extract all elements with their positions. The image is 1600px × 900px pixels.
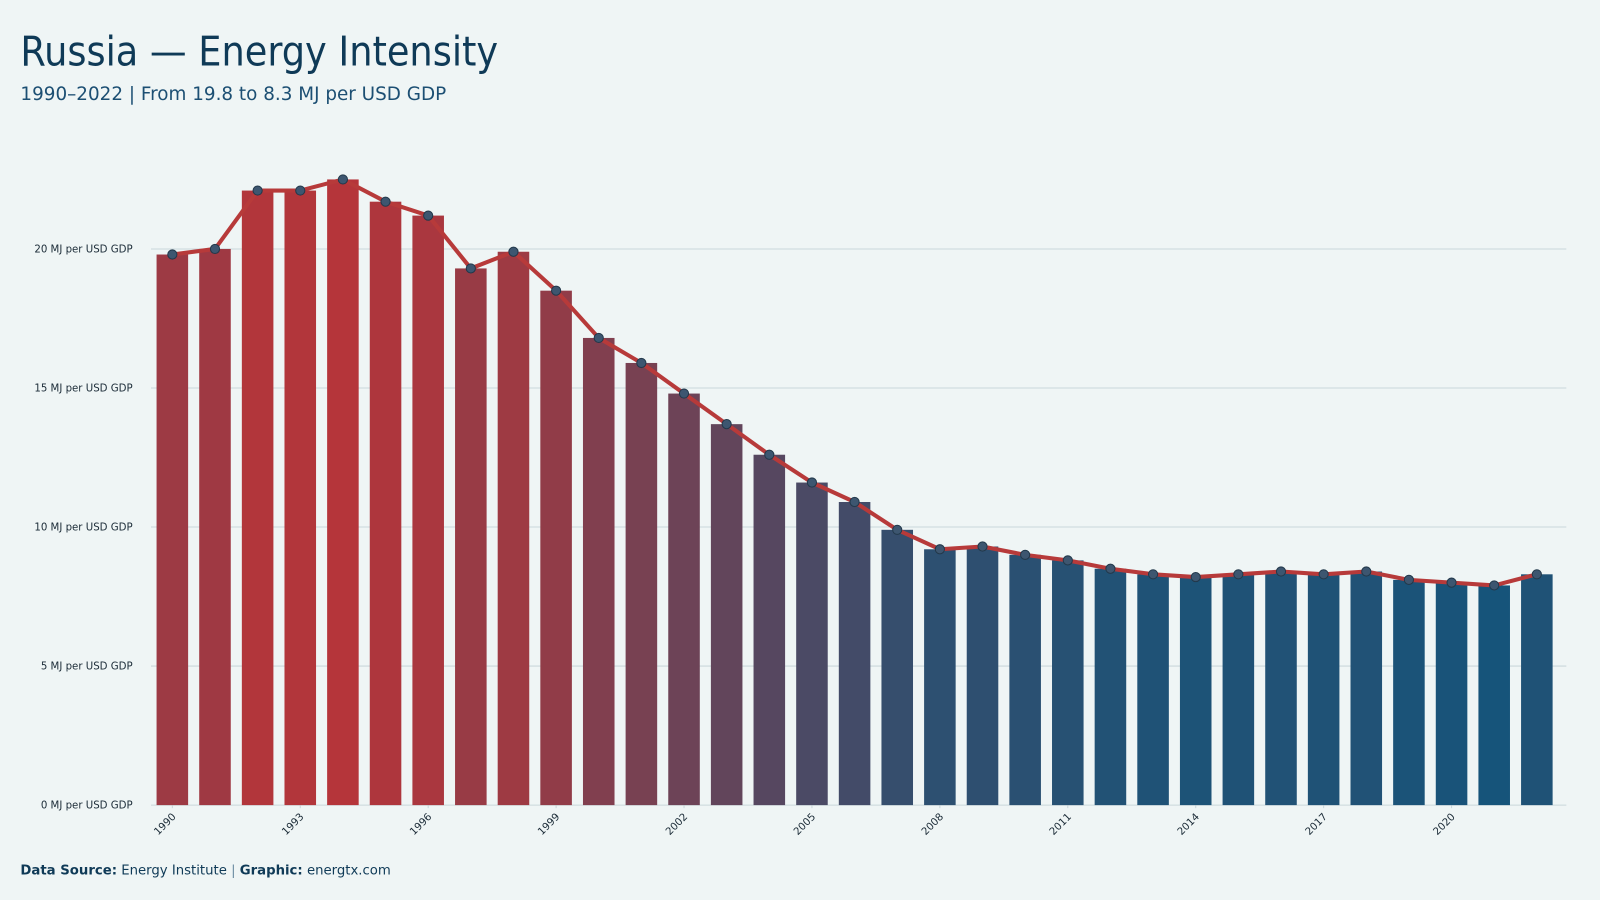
bar	[881, 529, 914, 806]
bar	[1179, 577, 1212, 806]
y-tick-label: 5 MJ per USD GDP	[41, 662, 133, 673]
marker	[934, 544, 945, 555]
bar	[156, 254, 189, 806]
marker	[252, 185, 263, 196]
marker	[721, 419, 732, 430]
bar	[241, 190, 274, 806]
bar	[1435, 582, 1468, 806]
separator: |	[231, 863, 235, 878]
bar	[1478, 585, 1510, 806]
x-tick-label: 2014	[1176, 812, 1202, 838]
y-tick-label: 15 MJ per USD GDP	[34, 384, 132, 395]
footer: Data Source: Energy Institute | Graphic:…	[20, 863, 390, 878]
marker	[508, 246, 519, 257]
marker	[167, 249, 178, 260]
bar	[412, 215, 444, 806]
marker	[806, 477, 818, 488]
bar	[838, 502, 871, 806]
marker	[465, 263, 476, 274]
marker	[295, 185, 306, 196]
graphic: energtx.com	[307, 863, 391, 878]
y-tick-label: 10 MJ per USD GDP	[34, 523, 132, 534]
bar	[199, 248, 231, 806]
x-tick-label: 1999	[536, 812, 562, 838]
bar	[1052, 560, 1084, 806]
bar	[1393, 579, 1425, 806]
bar	[1094, 568, 1127, 806]
bar	[582, 337, 615, 806]
marker	[209, 243, 221, 255]
x-tick-label: 2008	[920, 812, 946, 838]
marker	[1275, 566, 1287, 577]
bar	[753, 454, 786, 806]
bar	[924, 549, 956, 806]
bar	[668, 393, 700, 806]
x-tick-label: 1993	[280, 812, 306, 838]
marker	[593, 332, 604, 344]
marker	[764, 449, 775, 460]
marker	[1531, 569, 1542, 580]
x-tick-label: 2017	[1304, 812, 1330, 838]
bar	[796, 482, 828, 806]
bar	[497, 251, 530, 806]
graphic-label: Graphic:	[240, 863, 303, 878]
marker	[423, 210, 434, 221]
x-tick-label: 1990	[152, 812, 178, 838]
marker	[678, 388, 690, 399]
marker	[636, 357, 647, 369]
marker	[380, 196, 391, 207]
marker	[551, 285, 562, 296]
marker	[1446, 577, 1457, 588]
bar	[710, 424, 743, 806]
x-tick-label: 2020	[1432, 812, 1458, 838]
marker	[892, 524, 903, 535]
marker	[1190, 571, 1201, 583]
marker	[849, 496, 860, 508]
bar	[284, 190, 317, 806]
chart-subtitle: 1990–2022 | From 19.8 to 8.3 MJ per USD …	[20, 84, 446, 105]
bar	[1009, 554, 1041, 806]
bar	[1222, 574, 1255, 806]
bar	[1350, 571, 1383, 806]
source: Energy Institute	[121, 863, 227, 878]
y-tick-label: 20 MJ per USD GDP	[34, 245, 132, 256]
bar	[1265, 571, 1297, 806]
marker	[1403, 574, 1415, 585]
source-label: Data Source:	[20, 863, 117, 878]
bar	[1137, 574, 1169, 806]
x-tick-label: 2011	[1048, 812, 1074, 838]
y-tick-label: 0 MJ per USD GDP	[41, 801, 133, 812]
x-tick-label: 2005	[792, 812, 818, 838]
chart-title: Russia — Energy Intensity	[20, 27, 498, 75]
x-tick-label: 1996	[408, 812, 434, 838]
marker	[1062, 555, 1073, 566]
bar	[327, 179, 359, 806]
marker	[1318, 569, 1329, 580]
marker	[1105, 563, 1116, 574]
marker	[1233, 569, 1244, 580]
bar	[625, 362, 658, 806]
bar	[1307, 574, 1340, 806]
bar	[540, 290, 572, 806]
marker	[1020, 549, 1031, 560]
bar	[455, 268, 487, 806]
marker	[337, 174, 349, 185]
marker	[977, 541, 988, 552]
marker	[1489, 580, 1500, 591]
bar	[1521, 574, 1553, 806]
marker	[1147, 569, 1159, 580]
x-tick-label: 2002	[664, 812, 690, 838]
bar	[966, 546, 999, 806]
marker	[1361, 566, 1372, 577]
bar	[369, 201, 402, 806]
